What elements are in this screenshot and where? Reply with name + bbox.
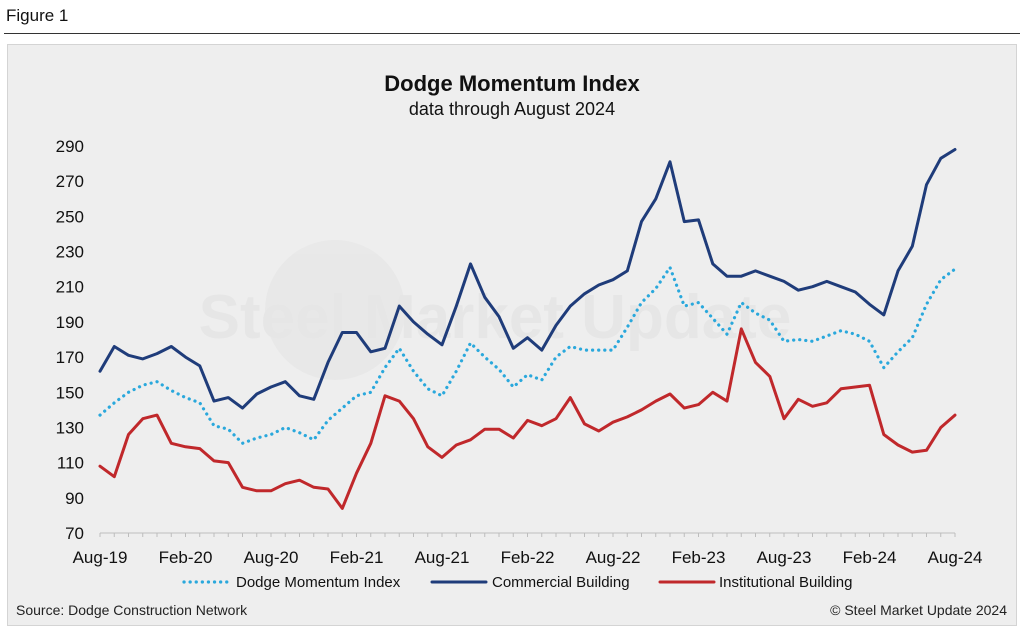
y-tick-label: 230 xyxy=(56,243,84,262)
source-text: Source: Dodge Construction Network xyxy=(16,602,248,618)
series-layer xyxy=(98,148,957,510)
y-tick-label: 190 xyxy=(56,313,84,332)
x-tick-label: Feb-21 xyxy=(330,548,384,567)
y-tick-label: 90 xyxy=(65,489,84,508)
copyright-text: © Steel Market Update 2024 xyxy=(830,602,1007,618)
y-tick-label: 250 xyxy=(56,207,84,226)
y-tick-label: 290 xyxy=(56,137,84,156)
legend: Dodge Momentum Index Commercial Building I… xyxy=(182,574,852,591)
x-tick-label: Aug-19 xyxy=(73,548,128,567)
y-tick-label: 210 xyxy=(56,278,84,297)
chart-subtitle: data through August 2024 xyxy=(408,99,616,119)
x-tick-label: Aug-20 xyxy=(244,548,299,567)
watermark: Steel Market Update xyxy=(199,240,792,380)
commercial-building-line xyxy=(98,148,957,410)
watermark-logo-circle xyxy=(265,240,405,380)
y-tick-label: 270 xyxy=(56,172,84,191)
legend-label-institutional-building: Institutional Building xyxy=(719,574,852,591)
y-tick-label: 70 xyxy=(65,524,84,543)
chart-title: Dodge Momentum Index xyxy=(384,71,640,96)
legend-label-commercial-building: Commercial Building xyxy=(492,574,630,591)
x-tick-label: Feb-24 xyxy=(843,548,897,567)
legend-label-dodge-momentum-index: Dodge Momentum Index xyxy=(236,574,401,591)
y-tick-label: 130 xyxy=(56,418,84,437)
y-tick-label: 150 xyxy=(56,383,84,402)
x-tick-label: Feb-22 xyxy=(501,548,555,567)
axes: 70 90 110 130 150 170 190 210 230 250 270 290 Aug-19… xyxy=(56,137,983,567)
chart-panel xyxy=(7,44,1017,626)
x-tick-label: Feb-20 xyxy=(159,548,213,567)
dodge-momentum-index-line xyxy=(98,265,957,445)
x-tick-label: Aug-22 xyxy=(586,548,641,567)
x-tick-label: Aug-21 xyxy=(415,548,470,567)
x-tick-label: Feb-23 xyxy=(672,548,726,567)
y-tick-label: 170 xyxy=(56,348,84,367)
x-tick-label: Aug-24 xyxy=(928,548,983,567)
top-rule xyxy=(4,33,1020,34)
institutional-building-line xyxy=(98,327,957,510)
figure-label: Figure 1 xyxy=(6,6,69,25)
watermark-text: Steel Market Update xyxy=(199,283,792,352)
x-tick-label: Aug-23 xyxy=(757,548,812,567)
y-tick-label: 110 xyxy=(57,454,84,473)
